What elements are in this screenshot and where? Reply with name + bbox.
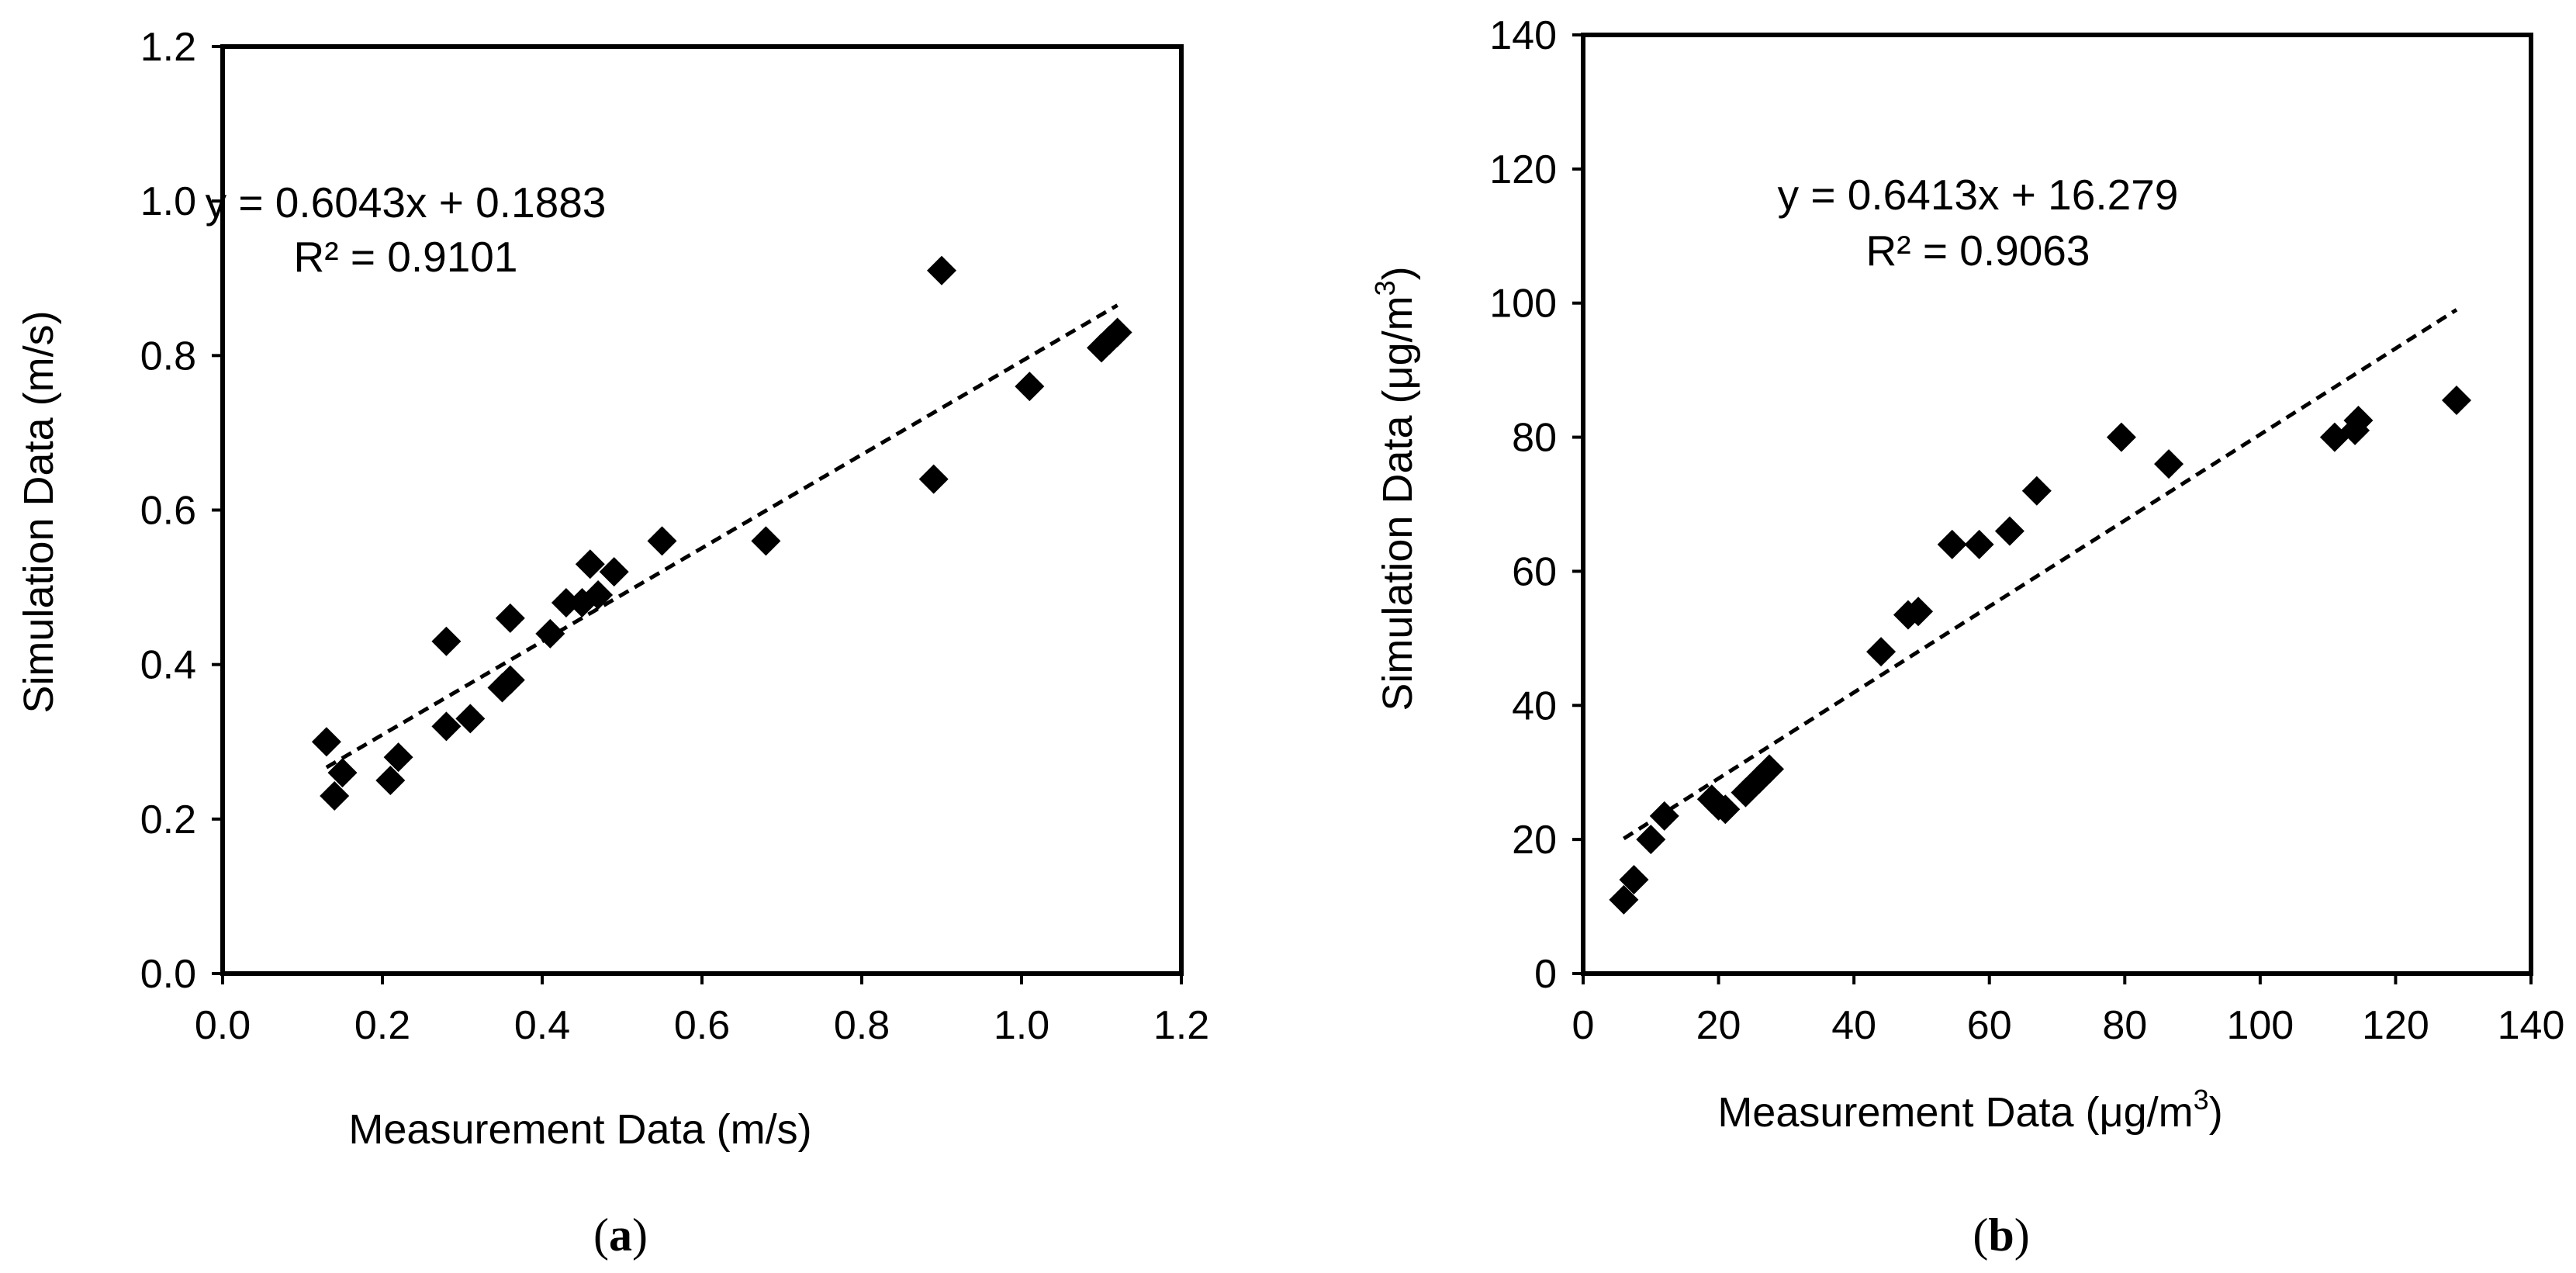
panel-a-data-point	[431, 626, 462, 656]
panel-b-x-tick-label: 20	[1696, 1003, 1741, 1048]
panel-b-y-tick-label: 140	[1489, 13, 1557, 58]
panel-b-x-tick-label: 80	[2102, 1003, 2147, 1048]
panel-a-data-point	[918, 464, 949, 494]
panel-b-data-point	[1609, 884, 1639, 915]
panel-b-y-tick-label: 80	[1512, 416, 1557, 461]
panel-b-data-point	[1964, 529, 1994, 559]
panel-a-x-tick-label: 0.0	[195, 1003, 251, 1048]
panel-a-x-tick-label: 0.4	[514, 1003, 570, 1048]
panel-b-x-tick-label: 120	[2362, 1003, 2429, 1048]
panel-b-plot-frame	[1581, 33, 2533, 976]
panel-a-data-point	[320, 780, 350, 811]
panel-a-y-tick-label: 1.2	[140, 25, 196, 70]
panel-b: 0 20 40 60 80 100 120 140 0 20 40 60 80 100 120 140 y =…	[1369, 13, 2564, 1261]
panel-a-trendline	[325, 303, 1119, 770]
panel-a-equation: y = 0.6043x + 0.1883	[206, 178, 607, 227]
panel-a-data-point	[575, 549, 605, 579]
panel-b-data-point	[1994, 516, 2024, 546]
panel-b-data-point	[2021, 476, 2052, 506]
panel-b-x-tick-label: 100	[2226, 1003, 2294, 1048]
panel-b-r-squared: R² = 0.9063	[1866, 227, 2090, 275]
panel-b-data-point	[1619, 865, 1649, 894]
panel-a-data-point	[431, 711, 462, 742]
panel-a-data-point	[583, 580, 614, 611]
panel-b-data-point	[1903, 597, 1934, 627]
panel-b-data-point	[1636, 825, 1666, 855]
panel-b-x-axis-title: Measurement Data (μg/m3)	[1717, 1084, 2222, 1136]
panel-a-data-point	[495, 603, 525, 633]
panel-b-equation: y = 0.6413x + 16.279	[1778, 171, 2179, 219]
panel-b-data-point	[2106, 422, 2136, 452]
panel-b-y-axis-title: Simulation Data (μg/m3)	[1369, 266, 1421, 711]
panel-b-label: (b)	[1973, 1209, 2029, 1261]
panel-a-r-squared: R² = 0.9101	[294, 233, 518, 281]
panel-a-x-tick-label: 0.2	[354, 1003, 410, 1048]
panel-a-data-point	[311, 727, 341, 757]
panel-a-label: (a)	[593, 1209, 648, 1261]
panel-b-y-tick-label: 120	[1489, 147, 1557, 192]
panel-a-data-point	[383, 742, 413, 773]
panel-a-data-point	[495, 665, 525, 695]
panel-a-x-tick-label: 1.2	[1153, 1003, 1209, 1048]
panel-b-x-tick-label: 140	[2498, 1003, 2565, 1048]
panel-b-data-point	[2154, 449, 2184, 479]
panel-b-data-point	[2441, 386, 2471, 416]
panel-a-x-tick-label: 1.0	[994, 1003, 1049, 1048]
panel-b-data-point	[1710, 794, 1741, 825]
panel-a-data-point	[1015, 372, 1045, 402]
panel-a-data-point	[327, 758, 358, 788]
panel-b-y-tick-label: 20	[1512, 818, 1557, 863]
panel-a-data-point	[927, 255, 956, 285]
panel-b-x-tick-label: 40	[1831, 1003, 1876, 1048]
panel-b-x-tick-label: 0	[1572, 1003, 1595, 1048]
panel-b-x-tick-label: 60	[1967, 1003, 2012, 1048]
panel-a-x-tick-label: 0.6	[674, 1003, 730, 1048]
panel-a-y-tick-label: 0.4	[140, 643, 196, 688]
panel-b-y-tick-label: 40	[1512, 683, 1557, 728]
panel-a-x-axis-title: Measurement Data (m/s)	[348, 1106, 811, 1153]
panel-b-marks: 0 20 40 60 80 100 120 140 0 20 40 60 80 100 120 140	[1489, 13, 2564, 1048]
panel-a-y-tick-label: 0.8	[140, 334, 196, 379]
panel-b-trendline	[1623, 308, 2458, 841]
panel-a-data-point	[551, 588, 581, 617]
panel-b-y-tick-label: 0	[1534, 952, 1557, 997]
panel-a-data-point	[1102, 317, 1132, 348]
panel-b-y-tick-label: 60	[1512, 549, 1557, 594]
panel-b-y-tick-label: 100	[1489, 282, 1557, 327]
panel-a-y-axis-title: Simulation Data (m/s)	[16, 310, 62, 713]
panel-a-marks: 0.0 0.2 0.4 0.6 0.8 1.0 1.2 0.0 0.2 0.4 0.6 0.8 1.0 1…	[140, 25, 1209, 1048]
panel-a: 0.0 0.2 0.4 0.6 0.8 1.0 1.2 0.0 0.2 0.4 0.6 0.8 1.0 1…	[16, 25, 1209, 1261]
panel-b-data-point	[1866, 637, 1897, 667]
panel-b-data-point	[1937, 529, 1967, 559]
panel-a-data-point	[375, 766, 406, 796]
panel-a-x-tick-label: 0.8	[834, 1003, 890, 1048]
panel-a-y-tick-label: 0.6	[140, 489, 196, 534]
panel-a-y-tick-label: 0.0	[140, 952, 196, 997]
panel-a-data-point	[647, 526, 677, 556]
panel-a-data-point	[535, 618, 565, 649]
panel-b-data-point	[1649, 801, 1679, 831]
panel-a-data-point	[751, 526, 781, 556]
panel-a-y-tick-label: 1.0	[140, 179, 196, 224]
panel-b-data-point	[1755, 754, 1785, 784]
panel-b-data-point	[2343, 405, 2374, 435]
panel-a-data-point	[455, 704, 486, 734]
panel-a-data-point	[599, 557, 629, 587]
panel-a-y-tick-label: 0.2	[140, 797, 196, 842]
